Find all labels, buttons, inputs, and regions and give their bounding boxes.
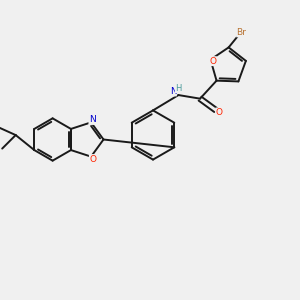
Text: O: O <box>216 108 223 117</box>
Text: H: H <box>175 84 182 93</box>
Text: N: N <box>170 87 176 96</box>
Text: O: O <box>209 57 216 66</box>
Text: O: O <box>89 154 96 164</box>
Text: N: N <box>89 116 96 124</box>
Text: Br: Br <box>237 28 247 37</box>
